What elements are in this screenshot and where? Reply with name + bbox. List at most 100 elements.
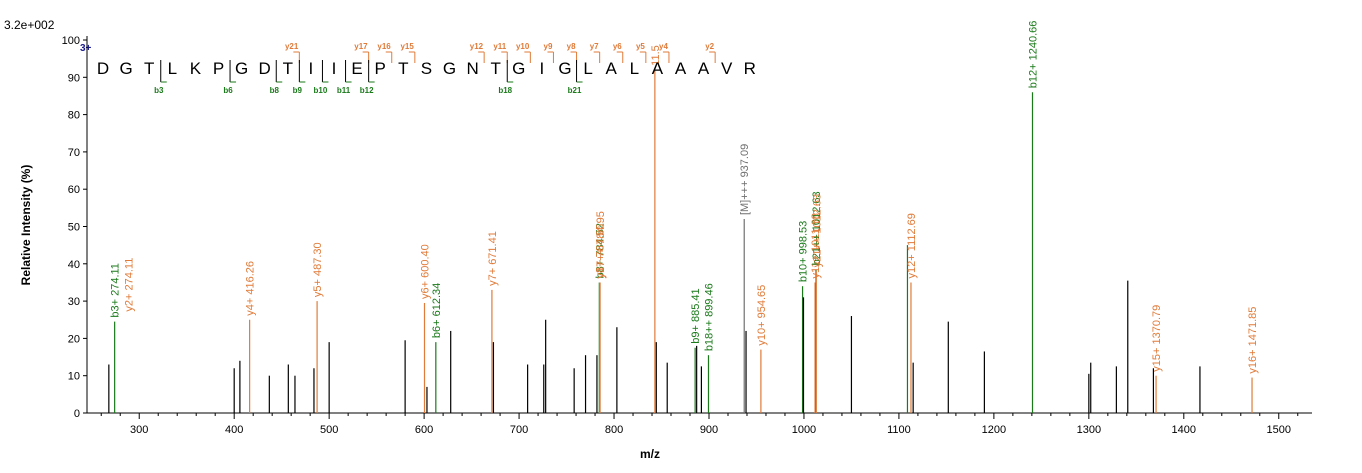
sequence-residue: T [144, 59, 154, 78]
charge-label: 3+ [80, 43, 92, 54]
sequence-residue: P [375, 59, 386, 78]
x-tick-label: 300 [130, 424, 148, 436]
peak-label: b9+ 885.41 [690, 288, 702, 343]
x-tick-label: 1100 [887, 424, 911, 436]
peak-label: y11+ 1011.68 [810, 213, 822, 278]
y-tick-label: 10 [68, 371, 80, 383]
peak-label: y15+ 1370.79 [1151, 305, 1163, 372]
peak-label: y21++ 1012.63 [811, 194, 823, 267]
sequence-residue: V [721, 59, 733, 78]
x-tick-label: 700 [510, 424, 528, 436]
max-intensity-label: 3.2e+002 [4, 18, 55, 32]
y-marker-label: y21 [285, 42, 299, 51]
peak-label-secondary: y2+ 274.11 [124, 258, 136, 312]
y-tick-label: 50 [68, 222, 80, 234]
peaks-layer [108, 69, 1253, 413]
peak-label: b8+ 784.52 [594, 223, 606, 278]
sequence-residue: A [652, 59, 664, 78]
b-marker-label: b6 [223, 86, 233, 95]
b-marker-label: b11 [337, 86, 351, 95]
x-tick-label: 1300 [1077, 424, 1101, 436]
b-marker-label: b12 [360, 86, 374, 95]
sequence-residue: P [213, 59, 224, 78]
peak-label: y4+ 416.26 [245, 261, 257, 316]
peak-label: y7+ 671.41 [487, 231, 499, 286]
sequence-residue: N [466, 59, 478, 78]
b-marker-label: b21 [568, 86, 582, 95]
peak-label: y5+ 487.30 [312, 242, 324, 297]
sequence-residue: G [443, 59, 456, 78]
peak-label: y8+ 784.95 [595, 224, 607, 279]
peak-label: 11.5 [650, 45, 662, 66]
y-marker-label: y17 [354, 42, 368, 51]
sequence-residue: L [630, 59, 639, 78]
sequence-residue: K [190, 59, 202, 78]
y-marker-label: y4 [659, 42, 668, 51]
y-marker-label: y10 [516, 42, 530, 51]
y-marker-label: y8 [567, 42, 576, 51]
y-marker-label: y5 [636, 42, 645, 51]
y-axis-title: Relative Intensity (%) [19, 165, 33, 286]
sequence-residue: S [421, 59, 432, 78]
peak-label: y17++ 784.95 [595, 211, 607, 278]
peak-label: y6+ 600.40 [419, 244, 431, 299]
y-tick-label: 60 [68, 184, 80, 196]
peak-label: y12+ 1112.69 [906, 213, 918, 278]
y-tick-label: 100 [62, 35, 80, 47]
y-marker-label: y6 [613, 42, 622, 51]
sequence-residue: T [398, 59, 408, 78]
b-marker-label: b10 [314, 86, 328, 95]
b-marker-label: b9 [293, 86, 303, 95]
sequence-residue: A [698, 59, 710, 78]
x-tick-label: 1000 [792, 424, 816, 436]
peak-label: b6+ 612.34 [431, 283, 443, 338]
y-tick-label: 20 [68, 333, 80, 345]
peak-label: b21++ 1012.63 [811, 191, 823, 265]
peak-label: b12+ 1240.66 [1027, 21, 1039, 89]
x-tick-label: 800 [605, 424, 623, 436]
x-tick-label: 400 [225, 424, 243, 436]
sequence-residue: D [97, 59, 109, 78]
sequence-residue: A [675, 59, 687, 78]
sequence-residue: L [583, 59, 592, 78]
sequence-residue: E [351, 59, 362, 78]
x-tick-label: 600 [415, 424, 433, 436]
y-marker-label: y7 [590, 42, 599, 51]
y-tick-label: 90 [68, 72, 80, 84]
sequence-residue: A [606, 59, 618, 78]
sequence-residue: G [558, 59, 571, 78]
peak-labels-layer: b3+ 274.11 y2+ 274.11 y4+ 416.26 y5+ 487.30… [110, 21, 1259, 374]
y-marker-label: y9 [544, 42, 553, 51]
y-tick-label: 30 [68, 296, 80, 308]
y-marker-label: y15 [400, 42, 414, 51]
sequence-residue: I [309, 59, 314, 78]
peak-label: [M]+++ 937.09 [739, 144, 751, 215]
sequence-residue: R [744, 59, 756, 78]
x-tick-label: 1200 [982, 424, 1006, 436]
sequence-residue: G [235, 59, 248, 78]
axes-layer: 0 10 20 30 40 50 60 70 80 90 100 300 400 500 600 700 800… [62, 35, 1312, 436]
b-marker-label: b8 [270, 86, 280, 95]
y-marker-label: y11 [493, 42, 506, 51]
peak-label: b10+ 998.53 [798, 221, 810, 282]
peak-label: b3+ 274.11 [110, 263, 122, 318]
x-axis-title: m/z [640, 447, 660, 461]
y-marker-label: y2 [705, 42, 714, 51]
y-tick-label: 0 [74, 408, 80, 420]
sequence-residue: G [512, 59, 525, 78]
y-tick-label: 80 [68, 110, 80, 122]
sequence-residue: I [332, 59, 337, 78]
peak-label: y16+ 1471.85 [1247, 307, 1259, 374]
y-marker-label: y16 [377, 42, 391, 51]
x-tick-label: 900 [700, 424, 718, 436]
peak-label: b18++ 899.46 [703, 283, 715, 351]
y-tick-label: 70 [68, 147, 80, 159]
x-tick-label: 1500 [1267, 424, 1291, 436]
x-tick-label: 500 [320, 424, 338, 436]
peak-label: y10+ 954.65 [756, 285, 768, 346]
sequence-residue: I [540, 59, 545, 78]
sequence-residue: T [491, 59, 501, 78]
sequence-residue: T [283, 59, 293, 78]
